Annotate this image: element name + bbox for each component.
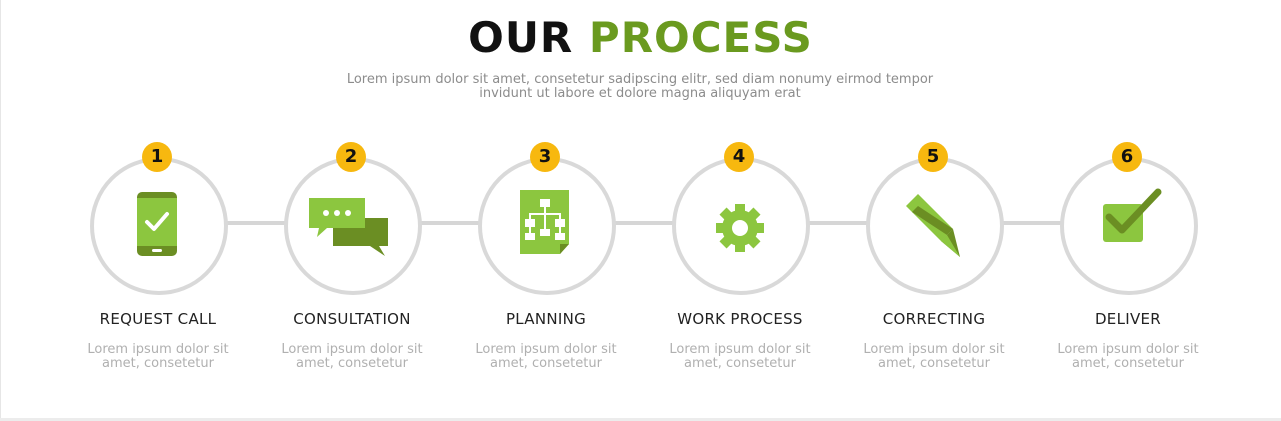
- smartphone-check-icon: [137, 192, 177, 256]
- step-description: Lorem ipsum dolor sit amet, consetetur: [475, 342, 617, 371]
- checkbox-check-icon: [1103, 188, 1162, 242]
- step-description: Lorem ipsum dolor sit amet, consetetur: [863, 342, 1005, 371]
- step-title: CONSULTATION: [293, 310, 411, 328]
- title-word-process: PROCESS: [588, 13, 813, 62]
- page-subtitle: Lorem ipsum dolor sit amet, consetetur s…: [346, 72, 934, 101]
- step-description: Lorem ipsum dolor sit amet, consetetur: [87, 342, 229, 371]
- connector-line-1-2: [224, 221, 287, 225]
- step-number-badge: 5: [918, 142, 948, 172]
- title-word-our: OUR: [468, 13, 574, 62]
- sitemap-document-icon: [520, 190, 569, 254]
- step-description: Lorem ipsum dolor sit amet, consetetur: [281, 342, 423, 371]
- step-number-badge: 3: [530, 142, 560, 172]
- step-title: CORRECTING: [882, 310, 986, 328]
- step-title: WORK PROCESS: [677, 310, 803, 328]
- connector-line-4-5: [806, 221, 869, 225]
- connector-line-5-6: [1000, 221, 1063, 225]
- step-title: PLANNING: [505, 310, 587, 328]
- chat-bubbles-icon: [309, 198, 388, 256]
- step-number-badge: 1: [142, 142, 172, 172]
- pencil-icon: [906, 194, 960, 257]
- page-bottom-border: [0, 418, 1281, 421]
- step-number-badge: 2: [336, 142, 366, 172]
- step-description: Lorem ipsum dolor sit amet, consetetur: [1057, 342, 1199, 371]
- gear-icon: [716, 204, 764, 252]
- step-number-badge: 6: [1112, 142, 1142, 172]
- step-title: DELIVER: [1094, 310, 1162, 328]
- connector-line-3-4: [612, 221, 675, 225]
- step-number-badge: 4: [724, 142, 754, 172]
- page-title: OUR PROCESS: [0, 12, 1281, 64]
- step-title: REQUEST CALL: [99, 310, 217, 328]
- page-left-border: [0, 0, 1, 421]
- step-description: Lorem ipsum dolor sit amet, consetetur: [669, 342, 811, 371]
- connector-line-2-3: [418, 221, 481, 225]
